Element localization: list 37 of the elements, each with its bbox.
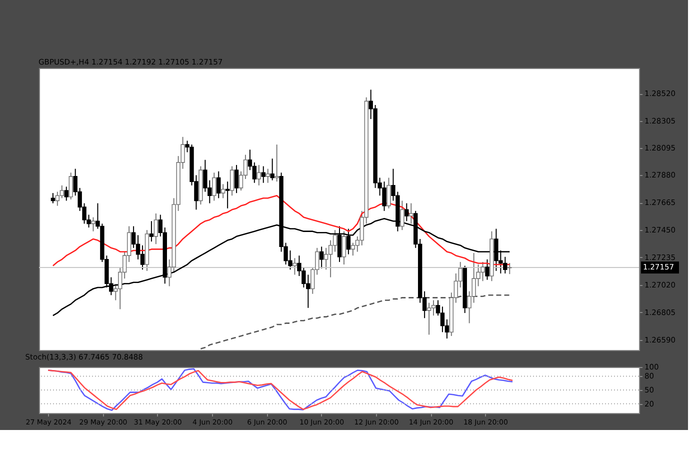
candlestick — [234, 164, 239, 194]
candlestick — [64, 186, 68, 202]
candlestick — [154, 212, 158, 245]
candlestick — [230, 166, 234, 196]
candlestick — [404, 202, 409, 222]
candlestick — [350, 242, 356, 256]
candlestick — [212, 172, 216, 202]
candlestick — [266, 168, 270, 184]
candlestick — [386, 177, 391, 209]
candlestick — [342, 230, 346, 266]
candlestick — [256, 164, 262, 186]
candlestick — [292, 258, 297, 276]
candlestick — [225, 181, 230, 209]
candlestick — [252, 162, 257, 184]
candlestick — [68, 172, 73, 200]
candlestick — [409, 202, 414, 224]
candlestick — [220, 184, 226, 199]
candlestick — [324, 247, 328, 270]
candlestick — [55, 191, 60, 206]
candlestick — [440, 306, 445, 333]
candlestick — [508, 262, 512, 275]
candlestick — [274, 144, 279, 182]
candlestick — [261, 166, 266, 184]
candlestick — [60, 184, 64, 199]
candlestick — [319, 246, 324, 269]
candlestick — [91, 216, 96, 232]
candlestick — [270, 158, 274, 181]
candlestick — [431, 300, 436, 316]
candlestick — [426, 302, 432, 336]
candlestick — [485, 258, 490, 280]
candlestick — [149, 220, 154, 242]
candlestick — [346, 228, 351, 255]
candlestick — [400, 200, 404, 231]
candlestick — [337, 226, 342, 262]
candlestick — [332, 230, 338, 252]
candlestick — [216, 170, 221, 199]
candlestick — [140, 244, 145, 270]
